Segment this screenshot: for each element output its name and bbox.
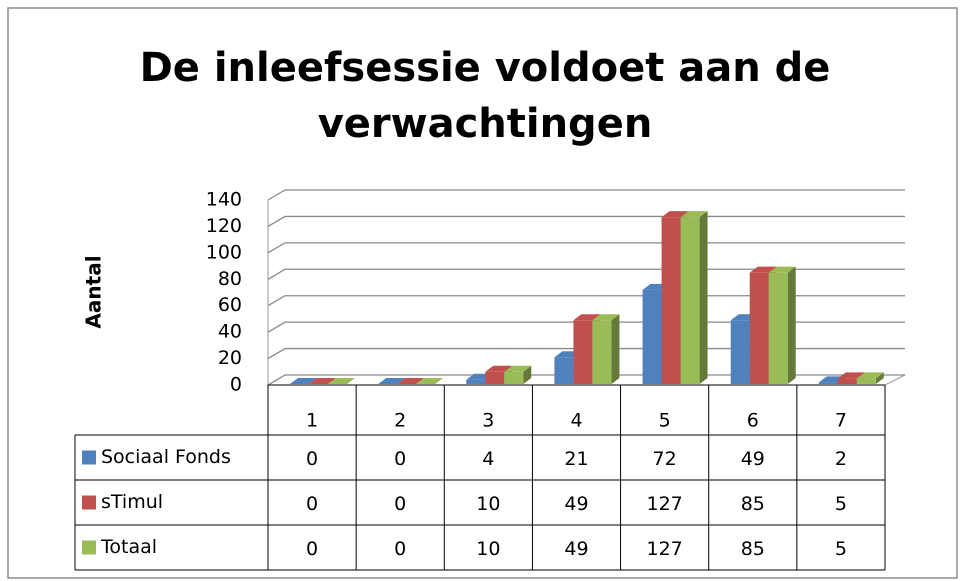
table-cell: 0 [394, 448, 406, 470]
bar-face [768, 266, 796, 273]
bar-face [856, 372, 884, 379]
table-cell: 0 [306, 448, 318, 470]
table-cell: 0 [394, 538, 406, 560]
table-cell: 5 [835, 493, 847, 515]
bar-face [592, 320, 612, 384]
legend-label: sTimul [101, 491, 163, 513]
y-tick-label: 140 [206, 189, 242, 211]
legend-label: Sociaal Fonds [101, 446, 231, 468]
bar-face [573, 314, 601, 321]
bar [680, 211, 708, 384]
bar-face [837, 372, 865, 379]
bar-face [680, 217, 700, 384]
bar-face [818, 382, 838, 384]
bar-face [573, 320, 593, 384]
x-tick-label: 3 [482, 410, 494, 432]
y-tick-label: 100 [206, 241, 242, 263]
y-tick-label: 0 [230, 374, 242, 396]
bar-face [466, 379, 486, 384]
bar [856, 372, 884, 384]
table-cell: 49 [741, 448, 765, 470]
bar [378, 378, 406, 384]
bar [328, 378, 355, 384]
bar-face [787, 266, 796, 384]
table-cell: 10 [476, 538, 500, 560]
bar-face [680, 211, 708, 218]
grid-line [267, 189, 905, 201]
bar [768, 266, 796, 384]
bar-face [328, 378, 355, 384]
table-cell: 0 [394, 493, 406, 515]
x-tick-label: 1 [306, 410, 318, 432]
table-cell: 85 [741, 493, 765, 515]
y-tick-label: 120 [206, 215, 242, 237]
x-tick-label: 7 [835, 410, 847, 432]
table-cell: 5 [835, 538, 847, 560]
bar [397, 378, 425, 384]
bar-face [309, 378, 336, 384]
legend-swatch [82, 540, 96, 555]
table-cell: 0 [306, 493, 318, 515]
bar-face [554, 357, 574, 384]
bar [290, 378, 317, 384]
table-cell: 2 [835, 448, 847, 470]
bar-face [661, 217, 681, 384]
bar-face [504, 365, 532, 372]
bar-face [611, 314, 620, 384]
bar-face [837, 378, 857, 384]
bar-face [768, 272, 788, 384]
x-tick-label: 4 [570, 410, 582, 432]
chart-title: De inleefsessie voldoet aan de verwachti… [139, 45, 831, 147]
bar-face [592, 314, 620, 321]
bar-face [416, 378, 444, 384]
table-cell: 127 [647, 538, 683, 560]
table-cell: 127 [647, 493, 683, 515]
y-tick-label: 40 [218, 321, 242, 343]
bar [309, 378, 336, 384]
bar-face [485, 365, 513, 372]
x-tick-label: 6 [747, 410, 759, 432]
table-cell: 49 [564, 493, 588, 515]
table-cell: 10 [476, 493, 500, 515]
y-tick-label: 20 [218, 347, 242, 369]
bar-face [504, 371, 524, 384]
table-cell: 4 [482, 448, 494, 470]
table-cell: 49 [564, 538, 588, 560]
legend-swatch [82, 495, 96, 510]
bar-face [749, 266, 777, 273]
bar-face [290, 378, 317, 384]
x-tick-label: 2 [394, 410, 406, 432]
legend-label: Totaal [100, 536, 157, 558]
table-cell: 21 [564, 448, 588, 470]
bar-face [378, 378, 406, 384]
legend-swatch [82, 450, 96, 465]
table-cell: 72 [653, 448, 677, 470]
bar-face [661, 211, 689, 218]
table-cell: 0 [306, 538, 318, 560]
bar [592, 314, 620, 384]
bar-face [699, 211, 708, 384]
bar [416, 378, 444, 384]
bar-face [730, 320, 750, 384]
x-tick-label: 5 [659, 410, 671, 432]
y-tick-label: 60 [218, 294, 242, 316]
y-tick-label: 80 [218, 268, 242, 290]
bar-face [485, 371, 505, 384]
bar-face [642, 289, 662, 384]
bar-face [875, 372, 884, 384]
y-axis-label: Aantal [82, 255, 106, 328]
bar-face [856, 378, 876, 384]
bar [504, 365, 532, 384]
bar-face [523, 365, 532, 384]
bar-face [397, 378, 425, 384]
bar-face [749, 272, 769, 384]
table-cell: 85 [741, 538, 765, 560]
